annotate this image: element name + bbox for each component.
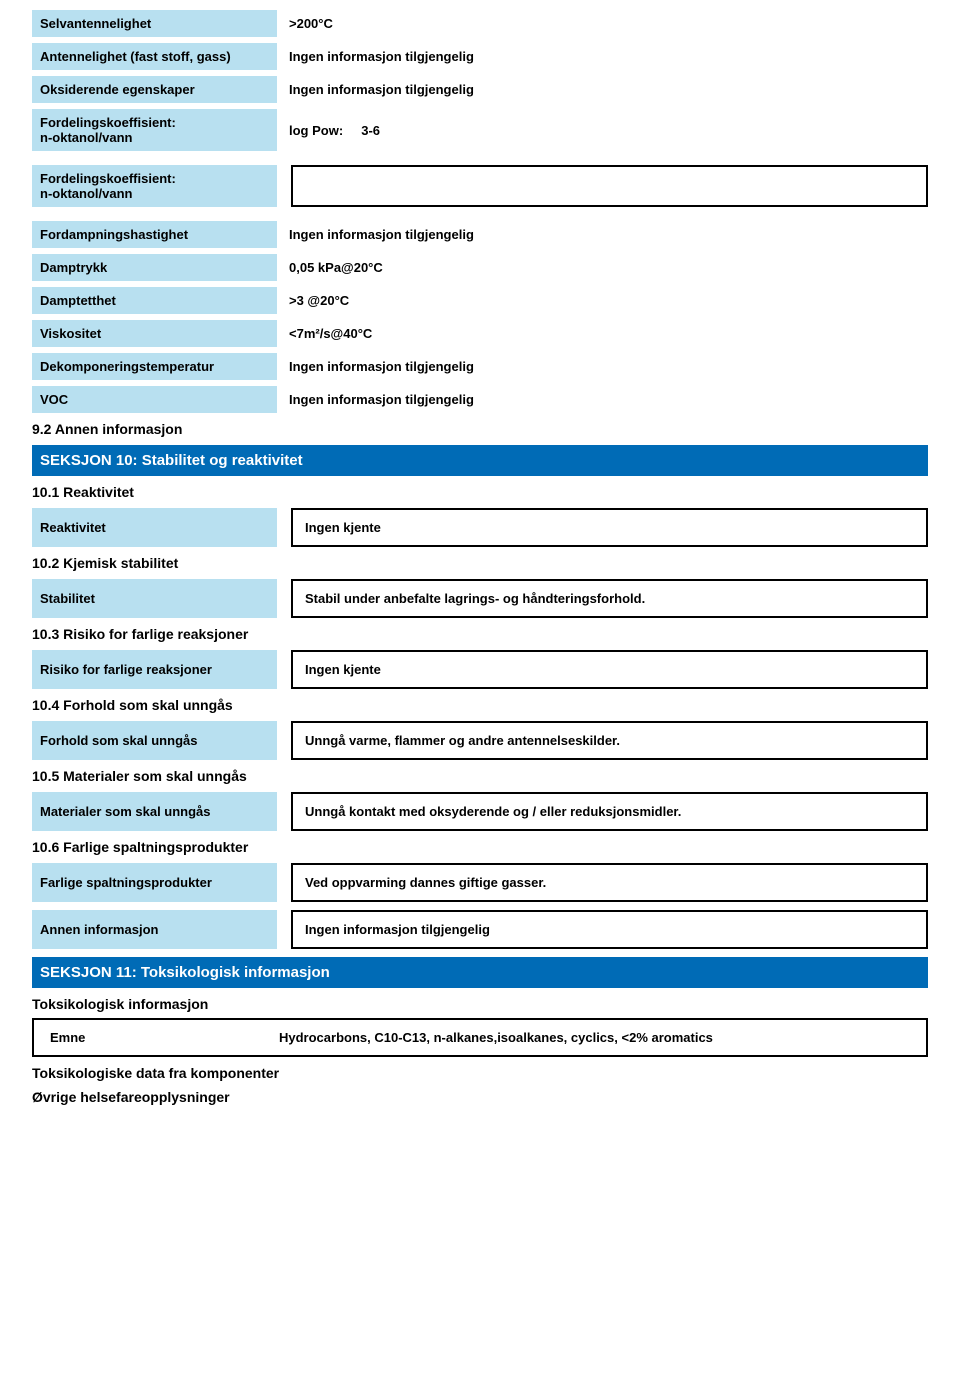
reactivity-row: Reaktivitet Ingen kjente	[32, 508, 928, 547]
property-label: Fordampningshastighet	[32, 221, 277, 248]
property-value: 0,05 kPa@20°C	[277, 254, 928, 281]
decomposition-label: Farlige spaltningsprodukter	[32, 863, 277, 902]
property-row: Antennelighet (fast stoff, gass) Ingen i…	[32, 43, 928, 70]
avoid-materials-value: Unngå kontakt med oksyderende og / eller…	[291, 792, 928, 831]
property-label: Fordelingskoeffisient: n-oktanol/vann	[32, 109, 277, 151]
property-row: Damptetthet >3 @20°C	[32, 287, 928, 314]
property-label: Damptrykk	[32, 254, 277, 281]
subsection-10-6: 10.6 Farlige spaltningsprodukter	[32, 839, 928, 855]
avoid-conditions-value: Unngå varme, flammer og andre antennelse…	[291, 721, 928, 760]
property-row: Fordelingskoeffisient: n-oktanol/vann lo…	[32, 109, 928, 151]
property-value: >200°C	[277, 10, 928, 37]
other-info-row: Annen informasjon Ingen informasjon tilg…	[32, 910, 928, 949]
decomposition-row: Farlige spaltningsprodukter Ved oppvarmi…	[32, 863, 928, 902]
other-health-heading: Øvrige helsefareopplysninger	[32, 1089, 928, 1105]
stability-value: Stabil under anbefalte lagrings- og hånd…	[291, 579, 928, 618]
section-11-header: SEKSJON 11: Toksikologisk informasjon	[32, 957, 928, 988]
decomposition-value: Ved oppvarming dannes giftige gasser.	[291, 863, 928, 902]
reactivity-label: Reaktivitet	[32, 508, 277, 547]
property-value: log Pow: 3-6	[277, 109, 928, 151]
emne-row: Emne Hydrocarbons, C10-C13, n-alkanes,is…	[32, 1018, 928, 1057]
property-row: Fordampningshastighet Ingen informasjon …	[32, 221, 928, 248]
property-row: Oksiderende egenskaper Ingen informasjon…	[32, 76, 928, 103]
property-value: Ingen informasjon tilgjengelig	[277, 353, 928, 380]
property-label: Selvantennelighet	[32, 10, 277, 37]
property-value: Ingen informasjon tilgjengelig	[277, 43, 928, 70]
subsection-10-5: 10.5 Materialer som skal unngås	[32, 768, 928, 784]
property-row: Viskositet <7m²/s@40°C	[32, 320, 928, 347]
property-label: Dekomponeringstemperatur	[32, 353, 277, 380]
avoid-materials-label: Materialer som skal unngås	[32, 792, 277, 831]
emne-label: Emne	[44, 1030, 279, 1045]
property-value: <7m²/s@40°C	[277, 320, 928, 347]
property-value: Ingen informasjon tilgjengelig	[277, 386, 928, 413]
property-row: VOC Ingen informasjon tilgjengelig	[32, 386, 928, 413]
reactivity-value: Ingen kjente	[291, 508, 928, 547]
other-info-label: Annen informasjon	[32, 910, 277, 949]
property-value: Ingen informasjon tilgjengelig	[277, 76, 928, 103]
avoid-conditions-row: Forhold som skal unngås Unngå varme, fla…	[32, 721, 928, 760]
section-10-header: SEKSJON 10: Stabilitet og reaktivitet	[32, 445, 928, 476]
tox-data-heading: Toksikologiske data fra komponenter	[32, 1065, 928, 1081]
property-label: Damptetthet	[32, 287, 277, 314]
property-label: Oksiderende egenskaper	[32, 76, 277, 103]
emne-value: Hydrocarbons, C10-C13, n-alkanes,isoalka…	[279, 1030, 916, 1045]
property-row: Damptrykk 0,05 kPa@20°C	[32, 254, 928, 281]
property-label: Antennelighet (fast stoff, gass)	[32, 43, 277, 70]
hazard-reactions-label: Risiko for farlige reaksjoner	[32, 650, 277, 689]
subsection-10-2: 10.2 Kjemisk stabilitet	[32, 555, 928, 571]
property-value-empty	[291, 165, 928, 207]
property-label: Viskositet	[32, 320, 277, 347]
property-label: VOC	[32, 386, 277, 413]
property-row: Dekomponeringstemperatur Ingen informasj…	[32, 353, 928, 380]
property-value: Ingen informasjon tilgjengelig	[277, 221, 928, 248]
avoid-conditions-label: Forhold som skal unngås	[32, 721, 277, 760]
property-row: Selvantennelighet >200°C	[32, 10, 928, 37]
property-label: Fordelingskoeffisient: n-oktanol/vann	[32, 165, 277, 207]
property-value: >3 @20°C	[277, 287, 928, 314]
stability-label: Stabilitet	[32, 579, 277, 618]
hazard-reactions-row: Risiko for farlige reaksjoner Ingen kjen…	[32, 650, 928, 689]
subsection-9-2: 9.2 Annen informasjon	[32, 421, 928, 437]
subsection-10-4: 10.4 Forhold som skal unngås	[32, 697, 928, 713]
hazard-reactions-value: Ingen kjente	[291, 650, 928, 689]
subsection-10-3: 10.3 Risiko for farlige reaksjoner	[32, 626, 928, 642]
tox-info-heading: Toksikologisk informasjon	[32, 996, 928, 1012]
property-row: Fordelingskoeffisient: n-oktanol/vann	[32, 165, 928, 207]
avoid-materials-row: Materialer som skal unngås Unngå kontakt…	[32, 792, 928, 831]
subsection-10-1: 10.1 Reaktivitet	[32, 484, 928, 500]
other-info-value: Ingen informasjon tilgjengelig	[291, 910, 928, 949]
stability-row: Stabilitet Stabil under anbefalte lagrin…	[32, 579, 928, 618]
